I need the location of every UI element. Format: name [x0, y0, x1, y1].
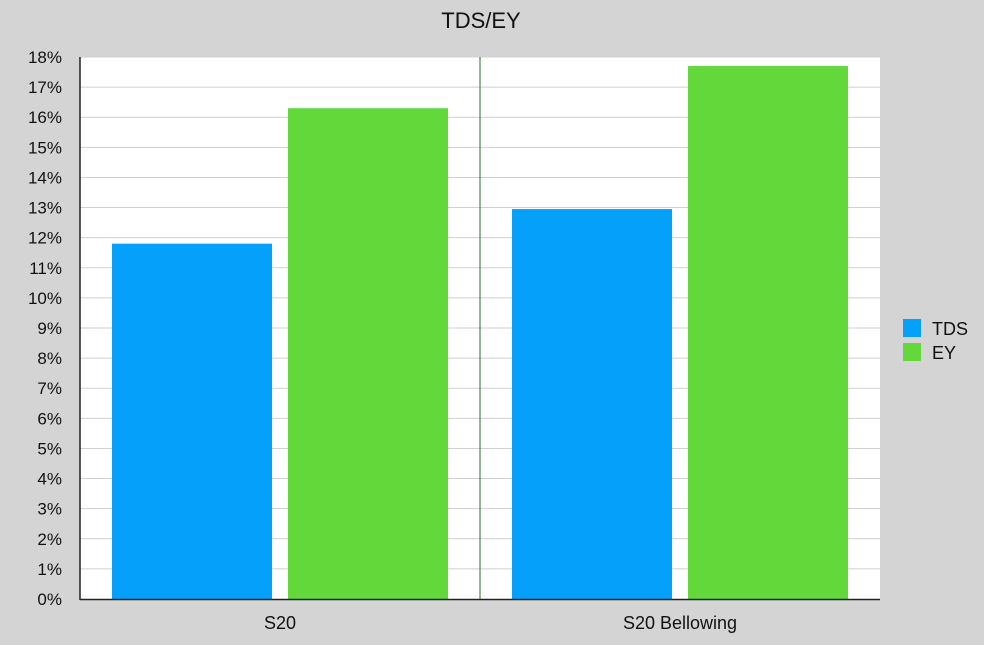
y-axis-ticks: 0% 1% 2% 3% 4% 5% 6% 7% 8% 9% 10% 11% 12% 13% 14% 15% 16…	[28, 48, 62, 609]
legend-swatch-tds	[903, 319, 921, 337]
y-tick-label: 14%	[28, 168, 62, 187]
y-tick-label: 5%	[37, 439, 62, 458]
y-tick-label: 6%	[37, 409, 62, 428]
y-tick-label: 12%	[28, 229, 62, 248]
x-tick-label: S20 Bellowing	[623, 613, 737, 633]
y-tick-label: 16%	[28, 108, 62, 127]
bar-ey-2	[688, 66, 848, 600]
y-tick-label: 15%	[28, 138, 62, 157]
y-tick-label: 3%	[37, 500, 62, 519]
y-tick-label: 9%	[37, 319, 62, 338]
chart-title: TDS/EY	[441, 8, 521, 33]
bar-tds-2	[512, 209, 672, 600]
y-tick-label: 8%	[37, 349, 62, 368]
x-tick-label: S20	[264, 613, 296, 633]
legend: TDS EY	[903, 319, 968, 363]
y-tick-label: 1%	[37, 560, 62, 579]
y-tick-label: 7%	[37, 379, 62, 398]
y-tick-label: 0%	[37, 590, 62, 609]
bar-ey-1	[288, 108, 448, 599]
y-tick-label: 4%	[37, 470, 62, 489]
x-axis-labels: S20 S20 Bellowing	[264, 613, 737, 633]
y-tick-label: 13%	[28, 199, 62, 218]
legend-swatch-ey	[903, 343, 921, 361]
y-tick-label: 10%	[28, 289, 62, 308]
y-tick-label: 17%	[28, 78, 62, 97]
bar-tds-1	[112, 243, 272, 599]
legend-label-ey: EY	[932, 343, 956, 363]
y-tick-label: 2%	[37, 530, 62, 549]
y-tick-label: 11%	[29, 259, 62, 278]
y-tick-label: 18%	[28, 48, 62, 67]
bars	[112, 66, 848, 600]
legend-label-tds: TDS	[932, 319, 968, 339]
